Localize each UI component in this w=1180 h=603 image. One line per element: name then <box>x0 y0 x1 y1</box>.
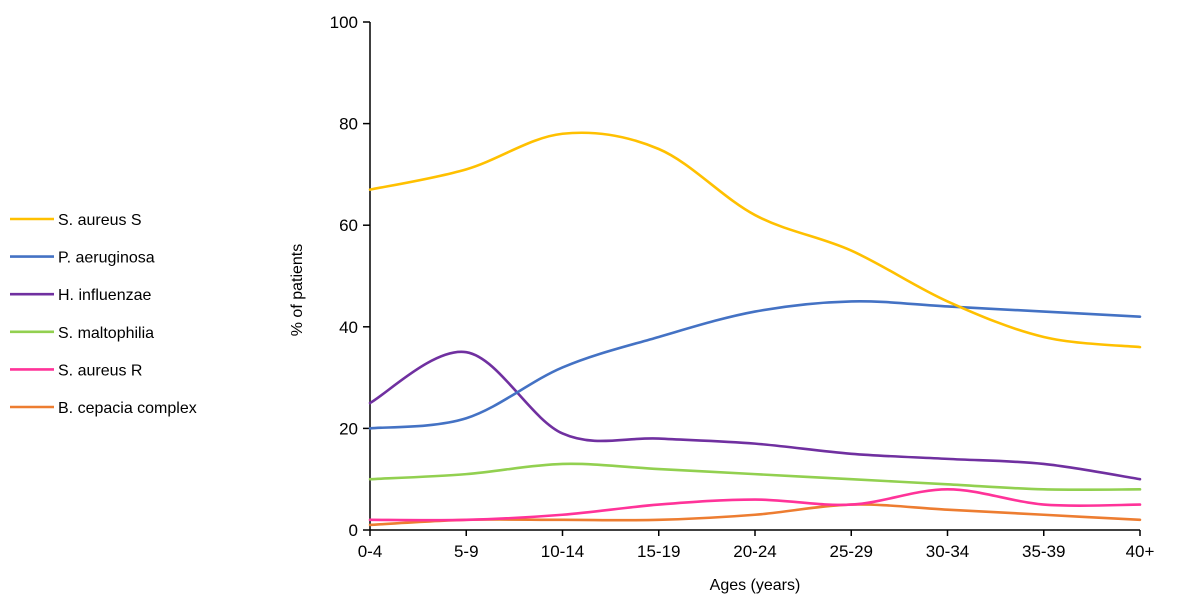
y-tick-label: 40 <box>339 318 358 337</box>
legend-item-h-influenzae: H. influenzae <box>10 287 151 304</box>
x-tick-label: 25-29 <box>830 542 873 561</box>
legend-label: S. aureus R <box>58 362 142 379</box>
y-tick-label: 0 <box>349 521 358 540</box>
x-tick-label: 15-19 <box>637 542 680 561</box>
y-tick-label: 100 <box>330 13 358 32</box>
legend-item-s-aureus-s: S. aureus S <box>10 212 142 229</box>
series-line-p-aeruginosa <box>368 299 1142 430</box>
series-line-s-maltophilia <box>368 462 1142 492</box>
y-tick-label: 60 <box>339 216 358 235</box>
x-tick-label: 10-14 <box>541 542 584 561</box>
legend: S. aureus S P. aeruginosa H. influenzae S. … <box>10 212 197 417</box>
legend-label: S. maltophilia <box>58 325 154 342</box>
x-tick-label: 5-9 <box>454 542 479 561</box>
x-tick-label: 35-39 <box>1022 542 1065 561</box>
series-line-s-aureus-r <box>368 488 1142 522</box>
axes: 0 20 40 60 80 100 0-4 5-9 10-14 15-19 20-24 25-29 3… <box>289 13 1154 594</box>
x-ticks: 0-4 5-9 10-14 15-19 20-24 25-29 30-34 35-39 40+ <box>358 530 1155 561</box>
series-line-h-influenzae <box>368 350 1142 481</box>
legend-item-b-cepacia-complex: B. cepacia complex <box>10 400 197 417</box>
x-tick-label: 40+ <box>1126 542 1155 561</box>
legend-item-s-maltophilia: S. maltophilia <box>10 325 154 342</box>
x-axis-title: Ages (years) <box>710 577 801 594</box>
legend-label: S. aureus S <box>58 212 142 229</box>
legend-label: P. aeruginosa <box>58 250 155 267</box>
x-tick-label: 0-4 <box>358 542 383 561</box>
y-tick-label: 80 <box>339 115 358 134</box>
series-lines <box>368 131 1142 527</box>
x-tick-label: 20-24 <box>733 542 776 561</box>
legend-label: H. influenzae <box>58 287 151 304</box>
series-line-s-aureus-s <box>368 131 1142 349</box>
y-tick-label: 20 <box>339 419 358 438</box>
x-tick-label: 30-34 <box>926 542 969 561</box>
legend-label: B. cepacia complex <box>58 400 197 417</box>
series-line-b-cepacia-complex <box>368 503 1142 527</box>
y-ticks: 0 20 40 60 80 100 <box>330 13 370 540</box>
legend-item-s-aureus-r: S. aureus R <box>10 362 142 379</box>
y-axis-title: % of patients <box>289 244 306 337</box>
legend-item-p-aeruginosa: P. aeruginosa <box>10 250 155 267</box>
